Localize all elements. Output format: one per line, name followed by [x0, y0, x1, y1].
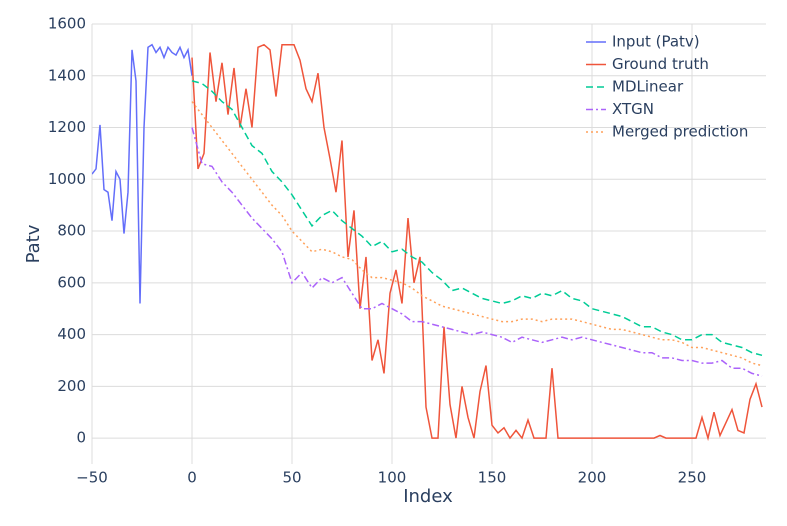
y-tick-label: 0 [76, 429, 86, 447]
series-line [92, 43, 193, 304]
y-axis-title: Patv [23, 224, 44, 263]
legend-label: XTGN [612, 100, 654, 118]
y-tick-label: 600 [57, 273, 86, 291]
y-tick-label: 200 [57, 377, 86, 395]
y-tick-label: 1400 [48, 66, 86, 84]
y-tick-label: 1600 [48, 15, 86, 33]
x-axis-title: Index [403, 486, 453, 507]
x-tick-label: −50 [76, 469, 108, 487]
x-tick-label: 0 [187, 469, 197, 487]
legend-label: Merged prediction [612, 123, 748, 141]
legend-label: Ground truth [612, 55, 709, 73]
y-tick-label: 800 [57, 222, 86, 240]
y-tick-label: 400 [57, 325, 86, 343]
y-tick-label: 1000 [48, 170, 86, 188]
x-tick-label: 100 [378, 469, 407, 487]
series-line [191, 127, 763, 377]
legend-label: MDLinear [612, 78, 684, 96]
x-tick-label: 50 [282, 469, 301, 487]
x-tick-label: 200 [578, 469, 607, 487]
series-line [191, 101, 763, 367]
x-tick-label: 150 [478, 469, 507, 487]
legend-label: Input (Patv) [612, 33, 700, 51]
y-tick-label: 1200 [48, 118, 86, 136]
x-tick-label: 250 [678, 469, 707, 487]
grid [91, 23, 766, 464]
series-line [191, 43, 763, 442]
series-line [191, 80, 763, 357]
